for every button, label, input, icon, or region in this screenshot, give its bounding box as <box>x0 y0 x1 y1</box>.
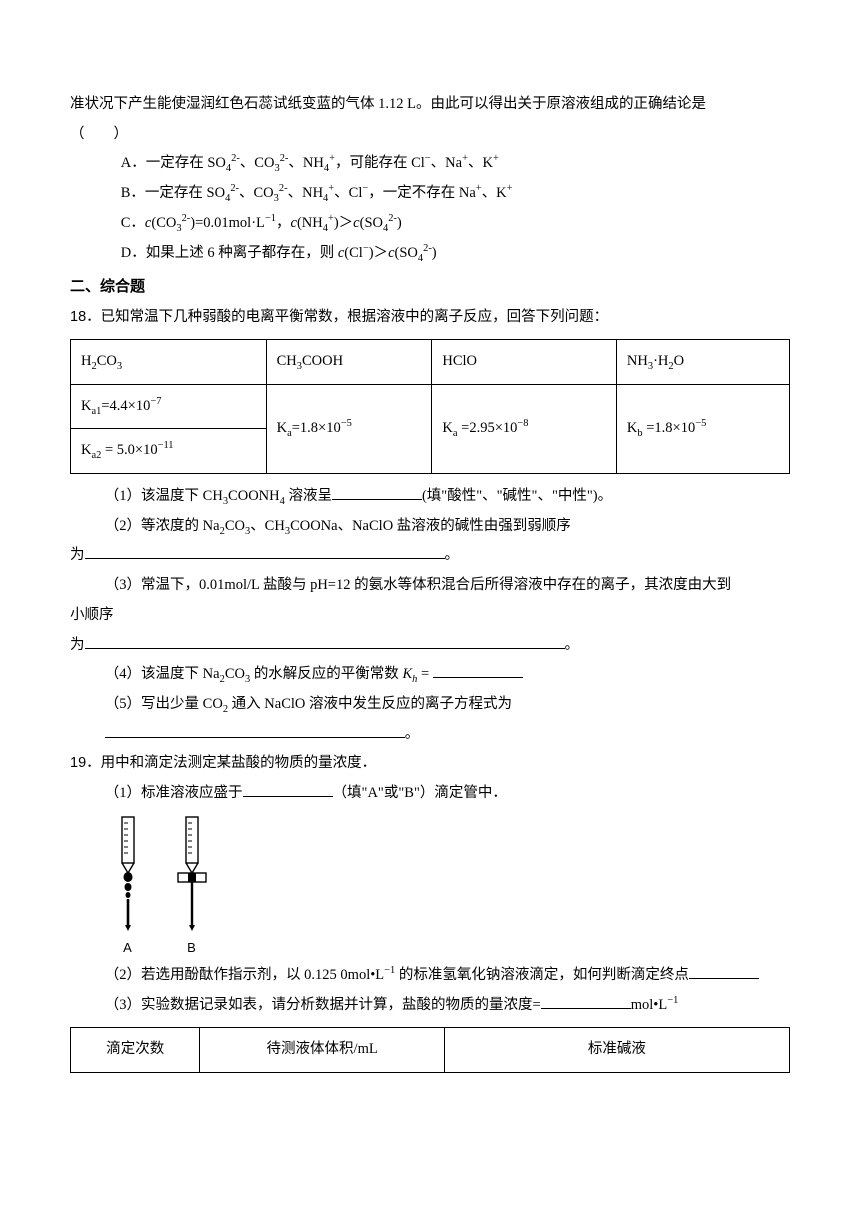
q19-table: 滴定次数 待测液体体积/mL 标准碱液 <box>70 1027 790 1073</box>
buret-b: B <box>178 815 206 962</box>
intro-paren: （ ） <box>70 120 790 150</box>
th-h2co3: H2CO3 <box>71 339 267 384</box>
q18-table: H2CO3 CH3COOH HClO NH3·H2O Ka1=4.4×10−7 … <box>70 339 790 474</box>
option-a[interactable]: A．一定存在 SO42-、CO32-、NH4+，可能存在 Cl−、Na+、K+ <box>70 149 790 179</box>
q19-th3: 标准碱液 <box>444 1027 789 1072</box>
q19-p1a: （1）标准溶液应盛于 <box>105 785 243 801</box>
q18-part1: （1）该温度下 CH3COONH4 溶液呈 (填"酸性"、"碱性"、"中性")。 <box>70 482 790 512</box>
q19-part3: （3）实验数据记录如表，请分析数据并计算，盐酸的物质的量浓度= mol•L−1 <box>70 991 790 1021</box>
blank-input[interactable] <box>433 662 523 678</box>
q18-p2b: 为 <box>70 547 85 563</box>
cell-ka2: Ka2 = 5.0×10−11 <box>71 429 267 474</box>
cell-ka-acetic: Ka=1.8×10−5 <box>266 384 432 473</box>
option-c[interactable]: C．c(CO32-)=0.01mol·L−1，c(NH4+)＞c(SO42-) <box>70 209 790 239</box>
q18-part4: （4）该温度下 Na2CO3 的水解反应的平衡常数 Kh = <box>70 660 790 690</box>
q19-p1b: （填"A"或"B"）滴定管中． <box>333 785 507 801</box>
cell-ka1: Ka1=4.4×10−7 <box>71 384 267 429</box>
intro-line: 准状况下产生能使湿润红色石蕊试纸变蓝的气体 1.12 L。由此可以得出关于原溶液… <box>70 90 790 120</box>
th-hclo: HClO <box>432 339 617 384</box>
buret-a-icon <box>114 815 142 933</box>
buret-b-icon <box>174 815 210 933</box>
blank-input[interactable] <box>243 781 333 797</box>
q19-p3b: mol•L−1 <box>631 997 679 1013</box>
q19-part2: （2）若选用酚酞作指示剂，以 0.125 0mol•L−1 的标准氢氧化钠溶液滴… <box>70 961 790 991</box>
q18-p3-end: 。 <box>565 637 580 653</box>
q18-number: 18． <box>70 309 101 325</box>
q19-p2-text: （2）若选用酚酞作指示剂，以 0.125 0mol•L−1 的标准氢氧化钠溶液滴… <box>105 967 689 983</box>
q19-stem: 19．用中和滴定法测定某盐酸的物质的量浓度． <box>70 749 790 779</box>
buret-figure: A B <box>70 815 790 962</box>
option-b-text: B．一定存在 SO42-、CO32-、NH4+、Cl−，一定不存在 Na+、K+ <box>121 185 513 201</box>
q18-p4-text: （4）该温度下 Na2CO3 的水解反应的平衡常数 Kh = <box>105 666 433 682</box>
q18-p2-cont: 为。 <box>70 541 790 571</box>
buret-b-label: B <box>187 935 196 962</box>
q18-stem: 18．已知常温下几种弱酸的电离平衡常数，根据溶液中的离子反应，回答下列问题： <box>70 303 790 333</box>
q19-th2: 待测液体体积/mL <box>200 1027 444 1072</box>
option-a-text: A．一定存在 SO42-、CO32-、NH4+，可能存在 Cl−、Na+、K+ <box>121 155 499 171</box>
blank-input[interactable] <box>85 543 445 559</box>
intro-text: 准状况下产生能使湿润红色石蕊试纸变蓝的气体 1.12 L。由此可以得出关于原溶液… <box>70 96 706 112</box>
cell-kb-nh3: Kb =1.8×10−5 <box>616 384 789 473</box>
option-c-text: C．c(CO32-)=0.01mol·L−1，c(NH4+)＞c(SO42-) <box>121 215 402 231</box>
q18-part3: （3）常温下，0.01mol/L 盐酸与 pH=12 的氨水等体积混合后所得溶液… <box>70 571 790 601</box>
q18-p3-cont2: 为。 <box>70 631 790 661</box>
cell-ka-hclo: Ka =2.95×10−8 <box>432 384 617 473</box>
blank-input[interactable] <box>541 993 631 1009</box>
q18-p2-end: 。 <box>445 547 460 563</box>
q18-p1-tail: (填"酸性"、"碱性"、"中性")。 <box>422 488 612 504</box>
blank-input[interactable] <box>332 484 422 500</box>
q18-p1-text: （1）该温度下 CH3COONH4 溶液呈 <box>105 488 332 504</box>
q19-stem-text: 用中和滴定法测定某盐酸的物质的量浓度． <box>101 755 377 771</box>
blank-input[interactable] <box>85 633 565 649</box>
q18-p2-text: （2）等浓度的 Na2CO3、CH3COONa、NaClO 盐溶液的碱性由强到弱… <box>105 518 571 534</box>
th-ch3cooh: CH3COOH <box>266 339 432 384</box>
q18-stem-text: 已知常温下几种弱酸的电离平衡常数，根据溶液中的离子反应，回答下列问题： <box>101 309 609 325</box>
q19-part1: （1）标准溶液应盛于 （填"A"或"B"）滴定管中． <box>70 779 790 809</box>
q19-p3a: （3）实验数据记录如表，请分析数据并计算，盐酸的物质的量浓度= <box>105 997 541 1013</box>
buret-a-label: A <box>123 935 132 962</box>
option-d[interactable]: D．如果上述 6 种离子都存在，则 c(Cl−)＞c(SO42-) <box>70 239 790 269</box>
q18-p3-text: （3）常温下，0.01mol/L 盐酸与 pH=12 的氨水等体积混合后所得溶液… <box>105 577 731 593</box>
q18-p3c: 为 <box>70 637 85 653</box>
blank-input[interactable] <box>689 964 759 980</box>
buret-a: A <box>114 815 142 962</box>
table-row: 滴定次数 待测液体体积/mL 标准碱液 <box>71 1027 790 1072</box>
table-row: Ka1=4.4×10−7 Ka=1.8×10−5 Ka =2.95×10−8 K… <box>71 384 790 429</box>
blank-input[interactable] <box>105 722 405 738</box>
section-2-heading: 二、综合题 <box>70 272 790 303</box>
q18-part5: （5）写出少量 CO2 通入 NaClO 溶液中发生反应的离子方程式为。 <box>70 690 790 749</box>
q19-number: 19． <box>70 755 101 771</box>
q18-p3-cont1: 小顺序 <box>70 601 790 631</box>
q18-part2: （2）等浓度的 Na2CO3、CH3COONa、NaClO 盐溶液的碱性由强到弱… <box>70 512 790 542</box>
q18-p5-text: （5）写出少量 CO2 通入 NaClO 溶液中发生反应的离子方程式为 <box>105 696 512 712</box>
th-nh3h2o: NH3·H2O <box>616 339 789 384</box>
q18-p5-end: 。 <box>405 726 420 742</box>
option-d-text: D．如果上述 6 种离子都存在，则 c(Cl−)＞c(SO42-) <box>121 245 437 261</box>
table-row: H2CO3 CH3COOH HClO NH3·H2O <box>71 339 790 384</box>
option-b[interactable]: B．一定存在 SO42-、CO32-、NH4+、Cl−，一定不存在 Na+、K+ <box>70 179 790 209</box>
q19-th1: 滴定次数 <box>71 1027 200 1072</box>
